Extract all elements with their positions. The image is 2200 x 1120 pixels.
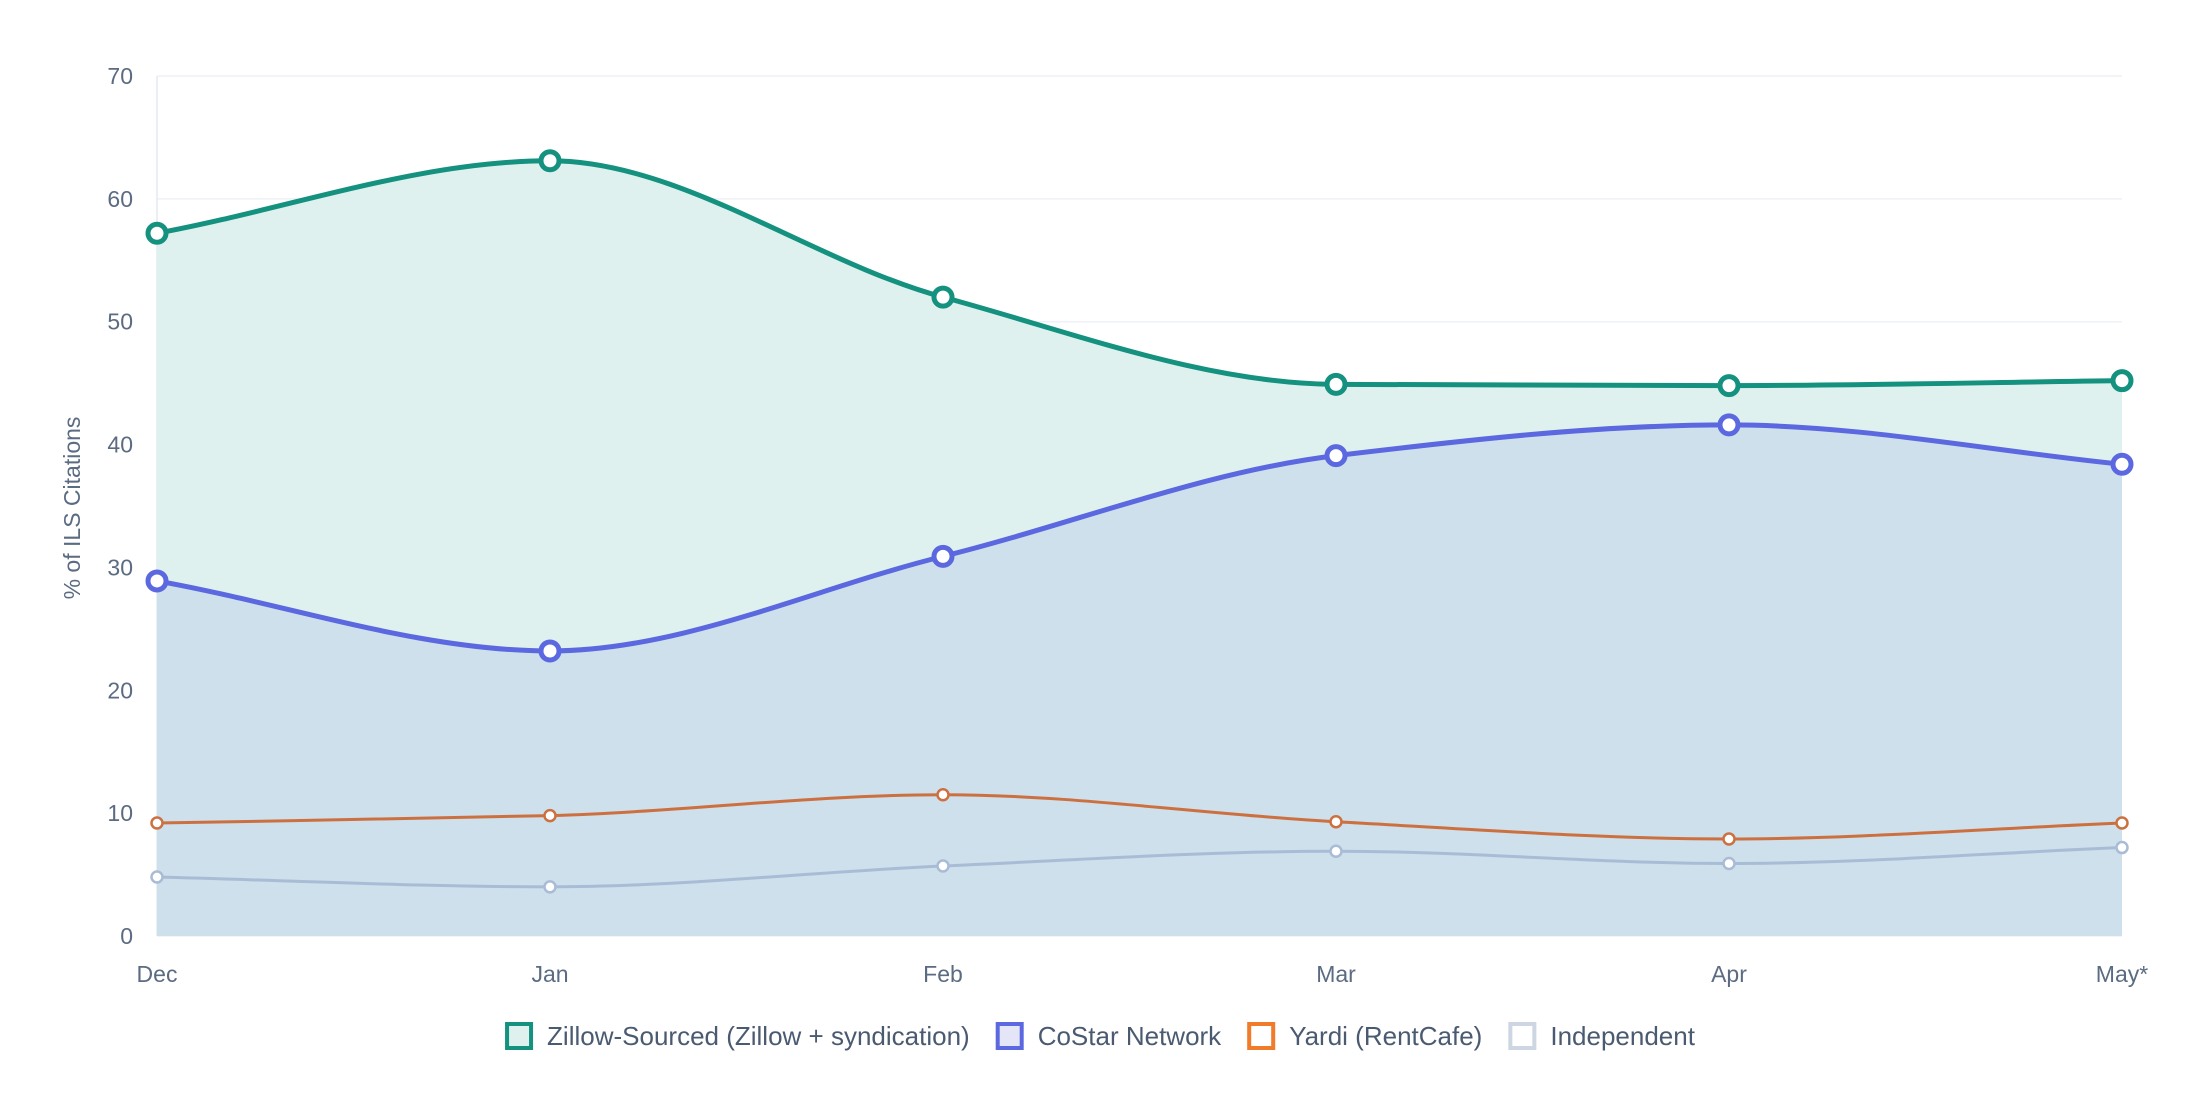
point-zillow[interactable] (2110, 369, 2134, 393)
legend-item[interactable]: Yardi (RentCafe) (1247, 1021, 1482, 1051)
x-tick-label: Feb (923, 961, 963, 987)
x-axis-ticks: Dec Jan Feb Mar Apr May* (137, 961, 2149, 987)
legend-label: Yardi (RentCafe) (1289, 1021, 1482, 1051)
legend-swatch (505, 1022, 534, 1050)
legend-label: Zillow-Sourced (Zillow + syndication) (547, 1021, 970, 1051)
point-independent[interactable] (2115, 840, 2129, 855)
series-areas (157, 160, 2122, 936)
y-tick-label: 20 (107, 677, 133, 703)
point-independent[interactable] (543, 880, 557, 894)
point-independent[interactable] (1329, 844, 1343, 858)
legend-swatch (1508, 1022, 1537, 1050)
point-zillow[interactable] (1717, 374, 1741, 398)
line-independent (155, 846, 2124, 889)
legend-swatch (1247, 1022, 1276, 1050)
point-yardi[interactable] (543, 808, 557, 823)
y-axis-ticks: 0 10 20 30 40 50 60 70 (107, 63, 133, 949)
point-independent[interactable] (936, 859, 950, 873)
x-tick-label: Apr (1711, 961, 1747, 987)
y-tick-label: 70 (107, 63, 133, 89)
legend-item[interactable]: CoStar Network (995, 1021, 1222, 1051)
x-tick-label: May* (2096, 961, 2148, 987)
area-costar (157, 424, 2122, 936)
point-costar[interactable] (1717, 413, 1741, 437)
point-costar[interactable] (538, 639, 562, 663)
point-yardi[interactable] (1329, 814, 1343, 829)
y-tick-label: 40 (107, 432, 133, 458)
y-tick-label: 30 (107, 554, 133, 580)
point-yardi[interactable] (2115, 816, 2129, 830)
legend-item[interactable]: Independent (1508, 1021, 1696, 1051)
x-tick-label: Jan (531, 961, 568, 987)
y-tick-label: 10 (107, 800, 133, 826)
point-zillow[interactable] (145, 221, 169, 245)
y-tick-label: 0 (120, 923, 133, 949)
point-yardi[interactable] (1722, 832, 1736, 846)
point-costar[interactable] (1324, 444, 1348, 468)
x-tick-label: Dec (137, 961, 178, 987)
line-zillow (154, 158, 2125, 389)
legend: Zillow-Sourced (Zillow + syndication) CoS… (505, 1021, 1696, 1051)
point-costar[interactable] (2110, 452, 2134, 476)
point-zillow[interactable] (1324, 372, 1348, 396)
legend-item[interactable]: Zillow-Sourced (Zillow + syndication) (505, 1021, 970, 1051)
point-costar[interactable] (931, 544, 955, 568)
point-yardi[interactable] (150, 816, 164, 830)
x-tick-label: Mar (1316, 961, 1356, 987)
legend-label: CoStar Network (1038, 1021, 1222, 1051)
point-costar[interactable] (145, 569, 169, 593)
point-independent[interactable] (1722, 856, 1736, 871)
point-zillow[interactable] (931, 285, 955, 309)
line-yardi (155, 793, 2124, 841)
series-points (145, 149, 2134, 894)
point-independent[interactable] (150, 870, 164, 884)
legend-label: Independent (1550, 1021, 1695, 1051)
point-zillow[interactable] (538, 149, 562, 173)
line-costar (154, 422, 2125, 654)
y-tick-label: 50 (107, 309, 133, 335)
y-tick-label: 60 (107, 186, 133, 212)
point-yardi[interactable] (936, 787, 950, 802)
legend-swatch (995, 1022, 1024, 1050)
y-axis-title: % of ILS Citations (59, 417, 85, 600)
series-lines (154, 158, 2125, 889)
